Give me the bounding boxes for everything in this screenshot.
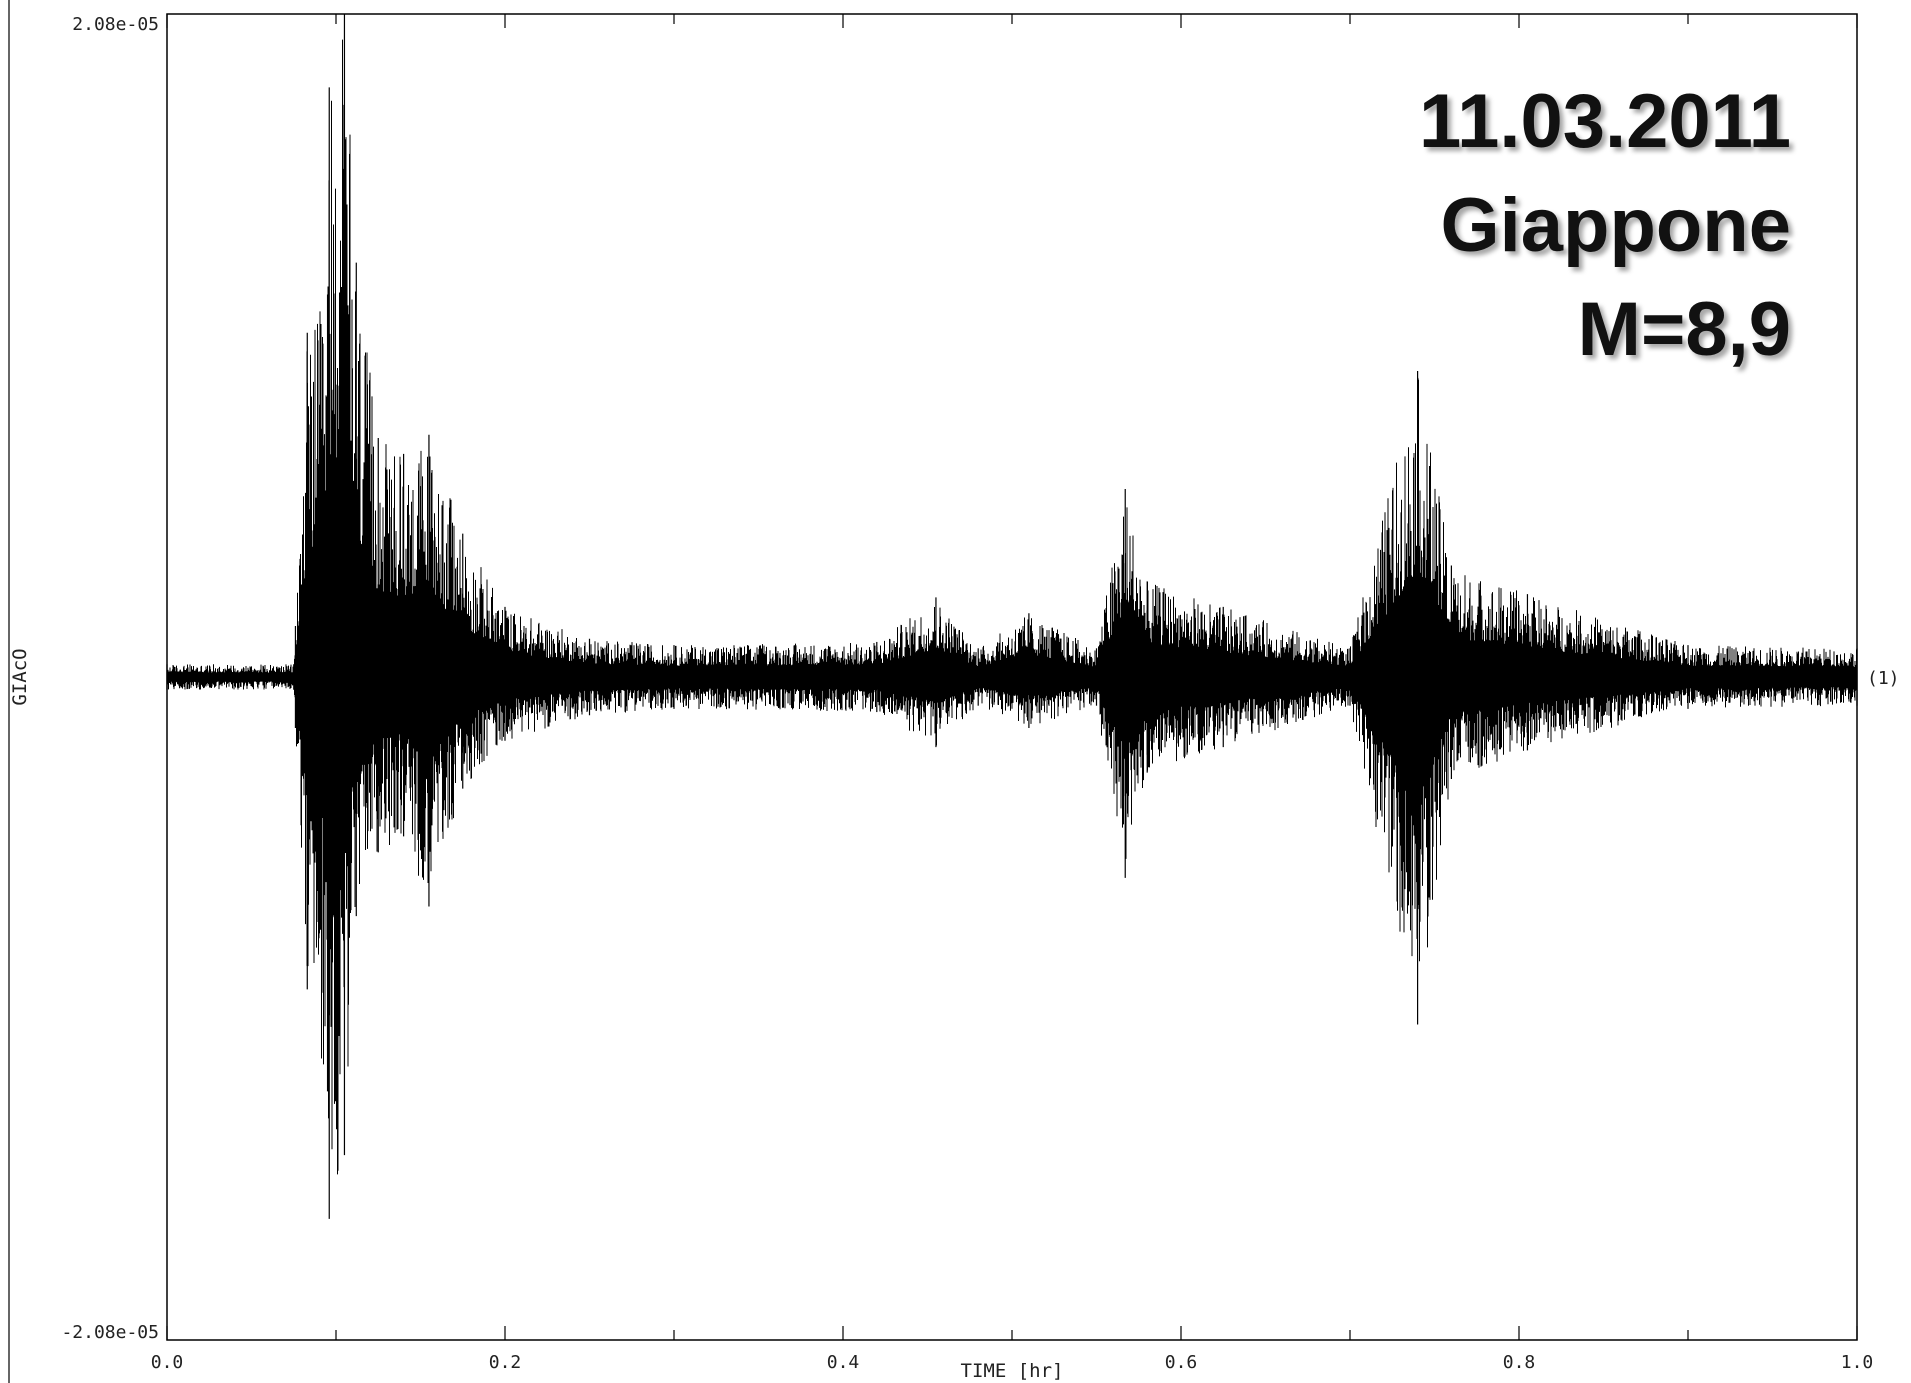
event-annotation: 11.03.2011 Giappone M=8,9 bbox=[1419, 70, 1791, 382]
trace-label: (1) bbox=[1867, 668, 1900, 689]
x-tick-label: 0.4 bbox=[827, 1352, 860, 1373]
x-tick-label: 0.8 bbox=[1503, 1352, 1536, 1373]
y-tick-label-top: 2.08e-05 bbox=[72, 14, 159, 35]
event-date: 11.03.2011 bbox=[1419, 79, 1791, 164]
x-axis-label: TIME [hr] bbox=[961, 1360, 1064, 1382]
y-tick-label-bottom: -2.08e-05 bbox=[61, 1322, 159, 1343]
x-tick-label: 0.6 bbox=[1165, 1352, 1198, 1373]
event-location: Giappone bbox=[1440, 183, 1791, 268]
x-tick-label: 0.0 bbox=[151, 1352, 184, 1373]
x-tick-label: 0.2 bbox=[489, 1352, 522, 1373]
event-magnitude: M=8,9 bbox=[1577, 287, 1791, 372]
x-tick-label: 1.0 bbox=[1841, 1352, 1874, 1373]
y-axis-label: GIAcO bbox=[9, 648, 31, 705]
